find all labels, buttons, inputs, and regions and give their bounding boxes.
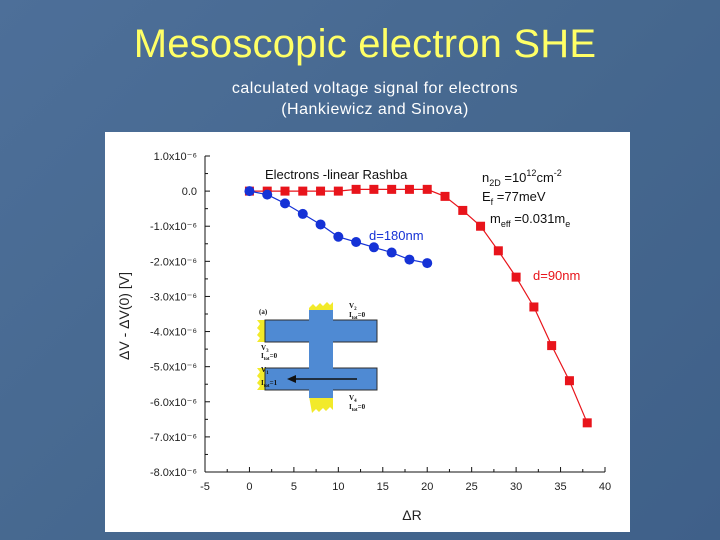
y-tick-label: 0.0 xyxy=(182,186,197,198)
data-point-90nm xyxy=(547,341,557,351)
device-schematic: (a) V2 Itot=0 V3 Itot=0 V1 Itot=1 V4 Ito… xyxy=(257,300,382,414)
current-arrow-icon xyxy=(287,375,296,383)
data-point-90nm xyxy=(476,221,486,231)
data-point-90nm xyxy=(564,376,574,386)
terminal-current-bottom-right: Itot=0 xyxy=(349,403,366,413)
annotation-effective-mass: meff =0.031me xyxy=(490,211,570,229)
channel-bottom-stub xyxy=(309,388,333,398)
data-point-180nm xyxy=(244,186,255,197)
annotation-density: n2D =1012cm-2 xyxy=(482,168,562,188)
terminal-label-top-right: V2 xyxy=(349,302,357,312)
terminal-label-bottom-right: V4 xyxy=(349,394,357,404)
data-point-90nm xyxy=(493,246,503,256)
plot-panel: -5 0 5 10 15 20 25 30 35 40 1.0x10⁻⁶ 0.0 -1.0x10⁻⁶ -2… xyxy=(105,132,630,532)
data-point-90nm xyxy=(529,302,539,312)
x-tick-label: 10 xyxy=(332,481,344,493)
series-label-90nm: d=90nm xyxy=(533,268,580,283)
data-point-180nm xyxy=(386,247,397,258)
chart-title: Electrons -linear Rashba xyxy=(265,167,408,182)
annotation-fermi-energy: Ef =77meV xyxy=(482,189,546,207)
y-tick-label: -8.0x10⁻⁶ xyxy=(150,467,197,479)
x-tick-label: 40 xyxy=(599,481,611,493)
y-tick-label: -6.0x10⁻⁶ xyxy=(150,397,197,409)
data-point-180nm xyxy=(333,231,344,242)
data-point-180nm xyxy=(315,219,326,230)
terminal-current-left-upper: Itot=0 xyxy=(261,352,278,362)
y-tick-label: 1.0x10⁻⁶ xyxy=(154,151,197,163)
x-tick-label: -5 xyxy=(200,481,210,493)
data-point-90nm xyxy=(387,184,397,194)
data-point-180nm xyxy=(280,198,290,209)
data-point-90nm xyxy=(422,184,432,194)
x-tick-label: 20 xyxy=(421,481,433,493)
x-axis-title: ΔR xyxy=(402,507,421,523)
data-point-90nm xyxy=(280,186,290,196)
slide-title: Mesoscopic electron SHE xyxy=(133,22,597,66)
x-tick-label: 5 xyxy=(291,481,297,493)
data-point-180nm xyxy=(297,208,308,219)
slide-subtitle: calculated voltage signal for electrons … xyxy=(0,78,720,120)
voltage-chart: -5 0 5 10 15 20 25 30 35 40 1.0x10⁻⁶ 0.0 -1.0x10⁻⁶ -2… xyxy=(116,151,611,523)
x-tick-label: 35 xyxy=(554,481,566,493)
terminal-label-left-lower: V1 xyxy=(261,366,269,376)
channel-upper xyxy=(264,319,378,343)
data-point-180nm xyxy=(422,258,433,269)
channel-top-stub xyxy=(309,310,333,322)
y-tick-label: -4.0x10⁻⁶ xyxy=(150,327,197,339)
x-tick-label: 0 xyxy=(246,481,252,493)
channel-bridge xyxy=(309,340,333,370)
data-point-90nm xyxy=(351,184,361,194)
y-axis-title: ΔV - ΔV(0) [V] xyxy=(116,272,132,360)
data-point-90nm xyxy=(333,186,343,196)
y-tick-label: -5.0x10⁻⁶ xyxy=(150,362,197,374)
series-label-180nm: d=180nm xyxy=(369,228,424,243)
y-tick-label: -1.0x10⁻⁶ xyxy=(150,221,197,233)
data-point-90nm xyxy=(440,191,450,201)
terminal-current-left-lower: Itot=1 xyxy=(261,379,278,389)
data-point-90nm xyxy=(298,186,308,196)
x-tick-label: 30 xyxy=(510,481,522,493)
data-point-180nm xyxy=(368,242,379,253)
x-tick-label: 25 xyxy=(466,481,478,493)
data-point-90nm xyxy=(458,205,468,215)
data-point-180nm xyxy=(262,189,273,200)
subtitle-line-1: calculated voltage signal for electrons xyxy=(231,80,519,97)
data-point-90nm xyxy=(316,186,326,196)
terminal-current-top-right: Itot=0 xyxy=(349,311,366,321)
schematic-panel-label: (a) xyxy=(259,308,268,316)
x-tick-label: 15 xyxy=(377,481,389,493)
y-tick-label: -7.0x10⁻⁶ xyxy=(150,432,197,444)
data-point-90nm xyxy=(511,272,521,282)
data-point-90nm xyxy=(369,184,379,194)
data-point-90nm xyxy=(404,184,414,194)
data-point-180nm xyxy=(351,237,362,248)
data-point-90nm xyxy=(582,418,592,428)
data-point-180nm xyxy=(404,254,415,265)
y-tick-label: -2.0x10⁻⁶ xyxy=(150,256,197,268)
subtitle-line-2: (Hankiewicz and Sinova) xyxy=(281,101,469,118)
terminal-label-left-upper: V3 xyxy=(261,344,269,354)
y-tick-label: -3.0x10⁻⁶ xyxy=(150,291,197,303)
lead-bottom xyxy=(309,396,333,413)
